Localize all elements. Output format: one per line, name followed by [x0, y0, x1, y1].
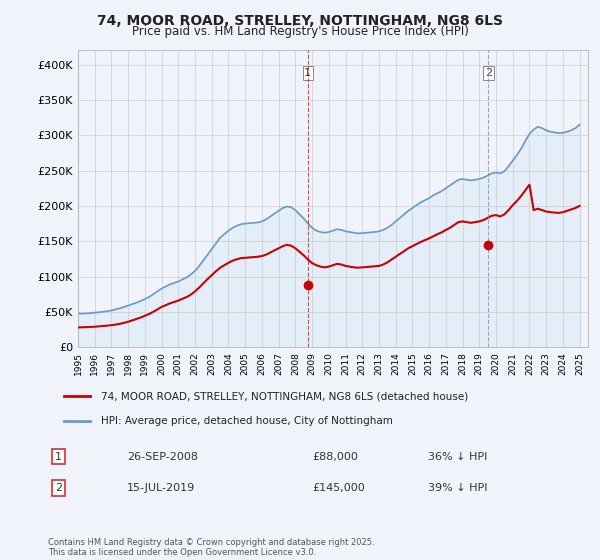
Text: 39% ↓ HPI: 39% ↓ HPI	[428, 483, 488, 493]
Text: 74, MOOR ROAD, STRELLEY, NOTTINGHAM, NG8 6LS (detached house): 74, MOOR ROAD, STRELLEY, NOTTINGHAM, NG8…	[101, 391, 468, 402]
Text: 74, MOOR ROAD, STRELLEY, NOTTINGHAM, NG8 6LS: 74, MOOR ROAD, STRELLEY, NOTTINGHAM, NG8…	[97, 14, 503, 28]
Text: 2: 2	[485, 68, 492, 78]
Text: Price paid vs. HM Land Registry's House Price Index (HPI): Price paid vs. HM Land Registry's House …	[131, 25, 469, 38]
Text: HPI: Average price, detached house, City of Nottingham: HPI: Average price, detached house, City…	[101, 416, 392, 426]
Text: 2: 2	[55, 483, 62, 493]
Text: 1: 1	[55, 451, 62, 461]
Text: 26-SEP-2008: 26-SEP-2008	[127, 451, 198, 461]
Text: 1: 1	[304, 68, 311, 78]
Text: £88,000: £88,000	[312, 451, 358, 461]
Text: 15-JUL-2019: 15-JUL-2019	[127, 483, 196, 493]
Text: £145,000: £145,000	[312, 483, 365, 493]
Text: Contains HM Land Registry data © Crown copyright and database right 2025.
This d: Contains HM Land Registry data © Crown c…	[48, 538, 374, 557]
Text: 36% ↓ HPI: 36% ↓ HPI	[428, 451, 488, 461]
